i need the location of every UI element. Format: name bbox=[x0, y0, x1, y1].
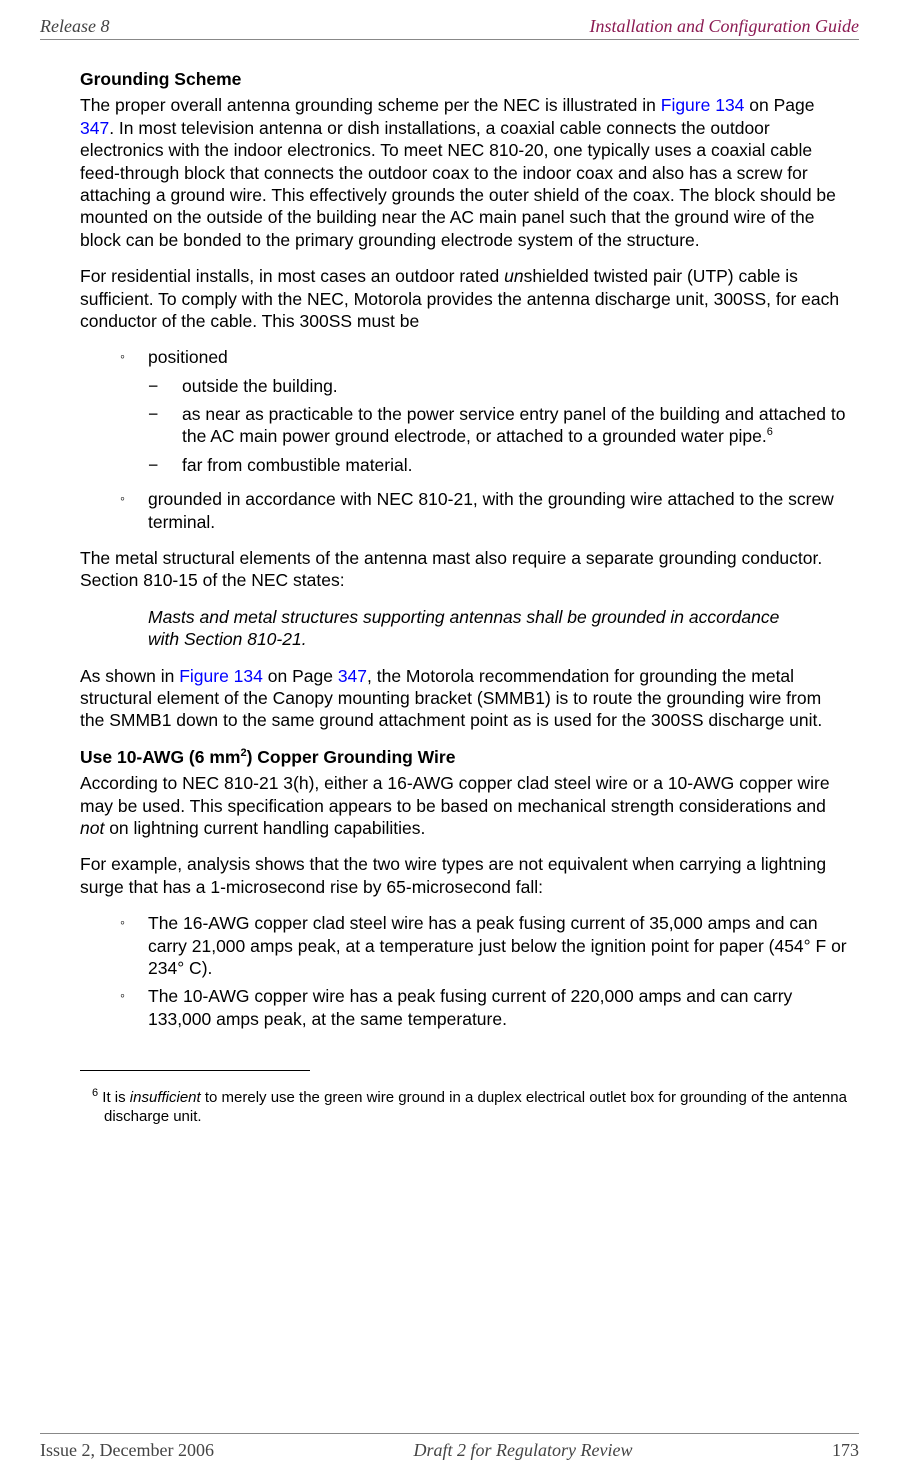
dash-icon: − bbox=[148, 403, 182, 425]
footnote: 6 It is insufficient to merely use the g… bbox=[80, 1087, 849, 1127]
paragraph: The metal structural elements of the ant… bbox=[80, 547, 849, 592]
text: . In most television antenna or dish ins… bbox=[80, 118, 836, 250]
text: grounded in accordance with NEC 810-21, … bbox=[148, 488, 849, 533]
nested-list: − outside the building. − as near as pra… bbox=[148, 375, 849, 477]
text: on Page bbox=[744, 95, 814, 115]
text: on Page bbox=[263, 666, 338, 686]
bullet-icon: ◦ bbox=[120, 985, 148, 1005]
page: Release 8 Installation and Configuration… bbox=[0, 0, 899, 1481]
text: For residential installs, in most cases … bbox=[80, 266, 504, 286]
page-footer: Issue 2, December 2006 Draft 2 for Regul… bbox=[40, 1433, 859, 1461]
header-title: Installation and Configuration Guide bbox=[589, 16, 859, 37]
italic-text: un bbox=[504, 266, 523, 286]
list-item: ◦ The 10-AWG copper wire has a peak fusi… bbox=[120, 985, 849, 1030]
text: As shown in bbox=[80, 666, 179, 686]
text: The proper overall antenna grounding sch… bbox=[80, 95, 661, 115]
section-heading: Grounding Scheme bbox=[80, 68, 849, 90]
text: ) Copper Grounding Wire bbox=[247, 747, 456, 767]
section-heading: Use 10-AWG (6 mm2) Copper Grounding Wire bbox=[80, 746, 849, 768]
text: Use 10-AWG (6 mm bbox=[80, 747, 240, 767]
list-item: ◦ The 16-AWG copper clad steel wire has … bbox=[120, 912, 849, 979]
list-item: ◦ grounded in accordance with NEC 810-21… bbox=[120, 488, 849, 533]
paragraph: As shown in Figure 134 on Page 347, the … bbox=[80, 665, 849, 732]
list-body: positioned − outside the building. − as … bbox=[148, 346, 849, 482]
paragraph: The proper overall antenna grounding sch… bbox=[80, 94, 849, 251]
footer-draft: Draft 2 for Regulatory Review bbox=[413, 1440, 632, 1461]
text: outside the building. bbox=[182, 375, 849, 397]
bullet-icon: ◦ bbox=[120, 488, 148, 508]
figure-link[interactable]: Figure 134 bbox=[179, 666, 263, 686]
figure-link[interactable]: Figure 134 bbox=[661, 95, 745, 115]
text: on lightning current handling capabiliti… bbox=[104, 818, 425, 838]
footnote-separator bbox=[80, 1070, 310, 1071]
text: to merely use the green wire ground in a… bbox=[104, 1089, 847, 1125]
dash-icon: − bbox=[148, 454, 182, 476]
bullet-list: ◦ The 16-AWG copper clad steel wire has … bbox=[80, 912, 849, 1030]
text: It is bbox=[98, 1089, 130, 1106]
page-link[interactable]: 347 bbox=[338, 666, 367, 686]
bullet-icon: ◦ bbox=[120, 346, 148, 366]
italic-text: not bbox=[80, 818, 104, 838]
paragraph: According to NEC 810-21 3(h), either a 1… bbox=[80, 772, 849, 839]
text: as near as practicable to the power serv… bbox=[182, 404, 845, 446]
list-item: − far from combustible material. bbox=[148, 454, 849, 476]
bullet-icon: ◦ bbox=[120, 912, 148, 932]
paragraph: For example, analysis shows that the two… bbox=[80, 853, 849, 898]
list-item: − as near as practicable to the power se… bbox=[148, 403, 849, 448]
bullet-list: ◦ positioned − outside the building. − a… bbox=[80, 346, 849, 533]
list-item: − outside the building. bbox=[148, 375, 849, 397]
footnote-ref[interactable]: 6 bbox=[767, 427, 773, 439]
header-release: Release 8 bbox=[40, 16, 109, 37]
dash-icon: − bbox=[148, 375, 182, 397]
text: far from combustible material. bbox=[182, 454, 849, 476]
italic-text: insufficient bbox=[130, 1089, 201, 1106]
block-quote: Masts and metal structures supporting an… bbox=[80, 606, 849, 651]
footer-issue: Issue 2, December 2006 bbox=[40, 1440, 214, 1461]
text: The 16-AWG copper clad steel wire has a … bbox=[148, 912, 849, 979]
text: According to NEC 810-21 3(h), either a 1… bbox=[80, 773, 830, 815]
main-content: Grounding Scheme The proper overall ante… bbox=[40, 68, 859, 1409]
paragraph: For residential installs, in most cases … bbox=[80, 265, 849, 332]
page-number: 173 bbox=[832, 1440, 859, 1461]
page-header: Release 8 Installation and Configuration… bbox=[40, 16, 859, 40]
text: positioned bbox=[148, 347, 228, 367]
page-link[interactable]: 347 bbox=[80, 118, 109, 138]
list-item: ◦ positioned − outside the building. − a… bbox=[120, 346, 849, 482]
text: The 10-AWG copper wire has a peak fusing… bbox=[148, 985, 849, 1030]
list-body: as near as practicable to the power serv… bbox=[182, 403, 849, 448]
